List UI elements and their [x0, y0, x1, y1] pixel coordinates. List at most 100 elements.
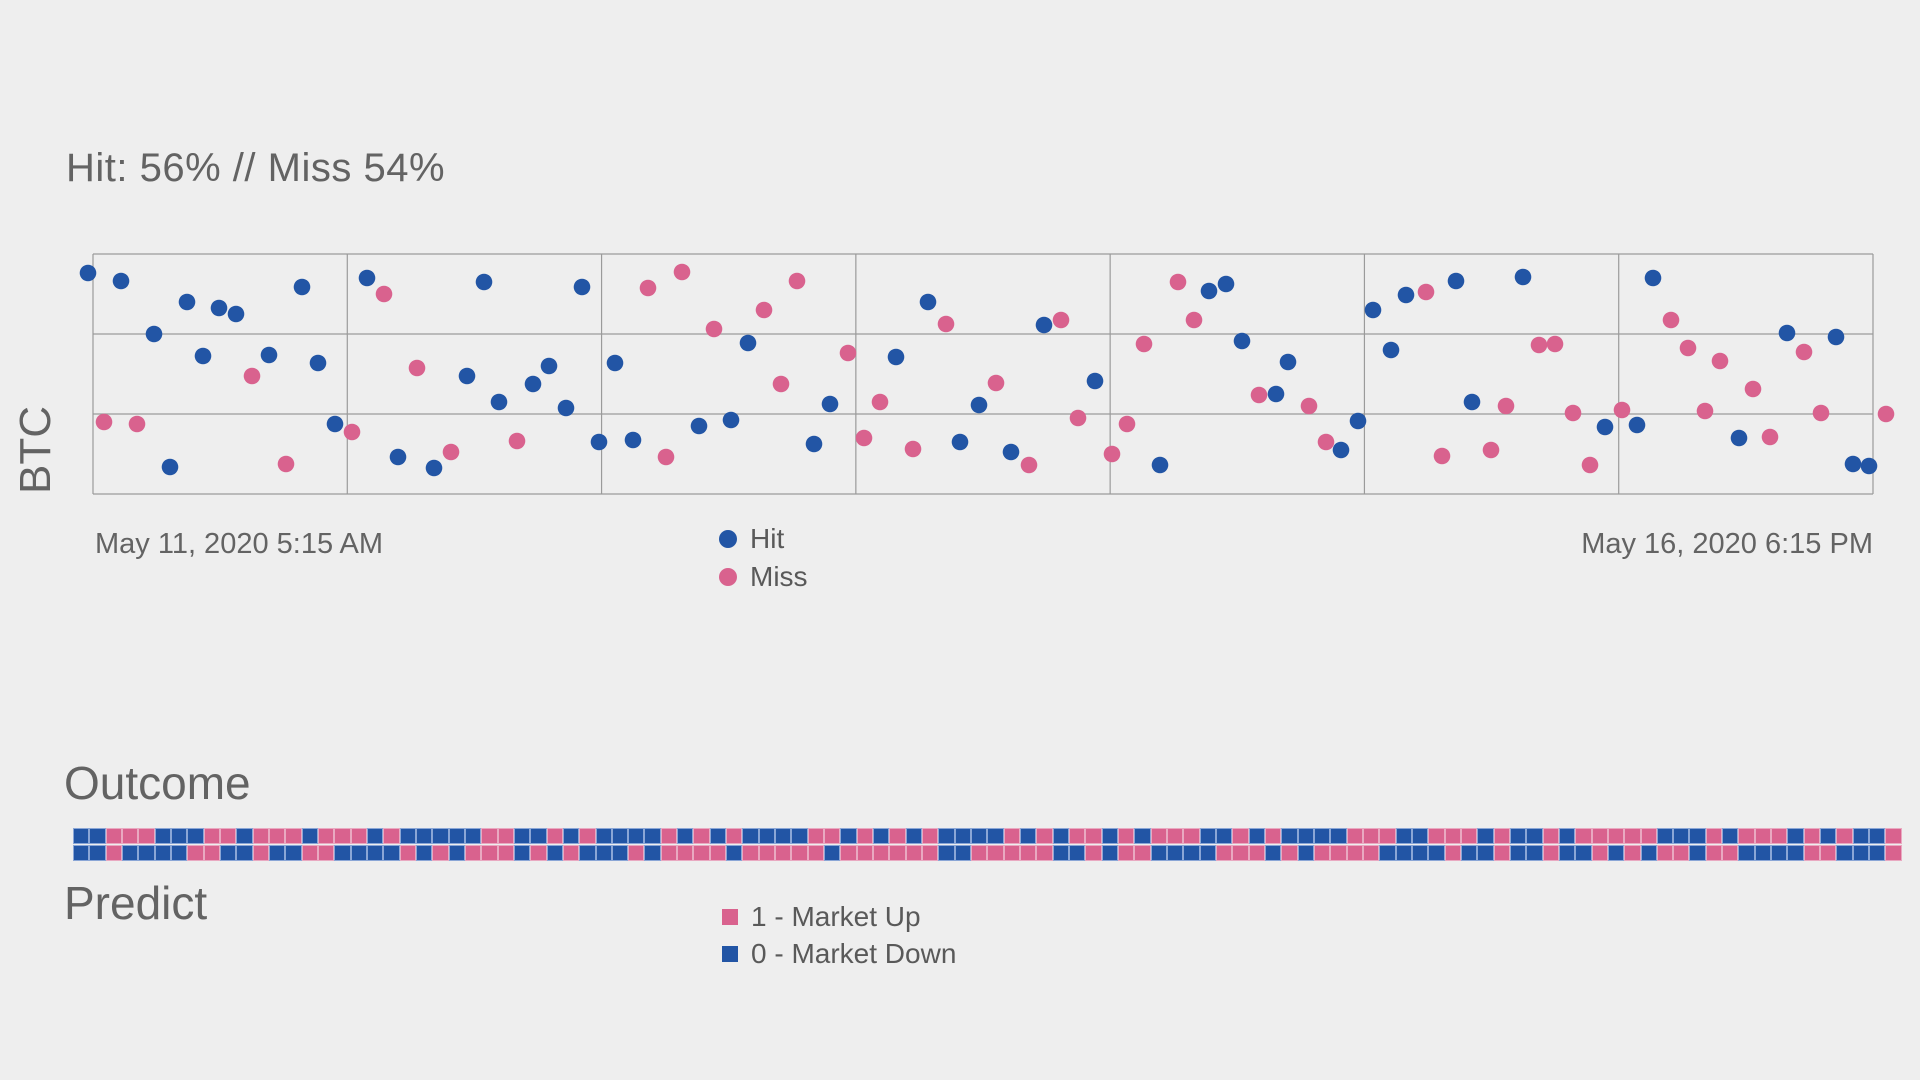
scatter-point-hit[interactable]: [722, 411, 740, 429]
strip-cell[interactable]: [154, 845, 171, 861]
scatter-point-hit[interactable]: [1217, 275, 1235, 293]
scatter-point-miss[interactable]: [1812, 404, 1830, 422]
strip-cell[interactable]: [1493, 828, 1510, 844]
strip-cell[interactable]: [1820, 845, 1837, 861]
scatter-point-hit[interactable]: [951, 433, 969, 451]
scatter-point-hit[interactable]: [326, 415, 344, 433]
strip-cell[interactable]: [1118, 845, 1135, 861]
scatter-point-miss[interactable]: [987, 374, 1005, 392]
strip-cell[interactable]: [170, 828, 188, 844]
strip-cell[interactable]: [1477, 828, 1494, 844]
strip-cell[interactable]: [922, 845, 939, 861]
scatter-point-hit[interactable]: [1364, 301, 1382, 319]
strip-cell[interactable]: [138, 828, 155, 844]
strip-cell[interactable]: [1803, 828, 1821, 844]
strip-cell[interactable]: [1885, 845, 1902, 861]
scatter-point-hit[interactable]: [178, 293, 196, 311]
scatter-point-miss[interactable]: [755, 301, 773, 319]
strip-cell[interactable]: [432, 828, 449, 844]
strip-cell[interactable]: [219, 828, 237, 844]
strip-cell[interactable]: [1069, 845, 1086, 861]
scatter-point-miss[interactable]: [1662, 311, 1680, 329]
strip-cell[interactable]: [1722, 845, 1739, 861]
strip-cell[interactable]: [73, 845, 90, 861]
strip-cell[interactable]: [1460, 828, 1478, 844]
strip-cell[interactable]: [693, 828, 710, 844]
scatter-point-miss[interactable]: [1696, 402, 1714, 420]
legend-item-hit[interactable]: Hit: [719, 520, 808, 558]
strip-cell[interactable]: [971, 845, 988, 861]
strip-cell[interactable]: [334, 828, 351, 844]
scatter-point-hit[interactable]: [1596, 418, 1614, 436]
strip-cell[interactable]: [1379, 828, 1396, 844]
strip-cell[interactable]: [1052, 845, 1070, 861]
strip-cell[interactable]: [1020, 845, 1037, 861]
scatter-point-miss[interactable]: [1744, 380, 1762, 398]
strip-cell[interactable]: [89, 828, 106, 844]
strip-cell[interactable]: [1754, 845, 1772, 861]
strip-cell[interactable]: [1036, 828, 1053, 844]
scatter-point-hit[interactable]: [1332, 441, 1350, 459]
strip-cell[interactable]: [873, 828, 890, 844]
scatter-point-hit[interactable]: [1200, 282, 1218, 300]
legend-item-market-down[interactable]: 0 - Market Down: [722, 935, 956, 972]
strip-cell[interactable]: [644, 845, 661, 861]
scatter-point-hit[interactable]: [1267, 385, 1285, 403]
strip-cell[interactable]: [1232, 845, 1249, 861]
strip-cell[interactable]: [1640, 828, 1657, 844]
strip-cell[interactable]: [1526, 845, 1543, 861]
strip-cell[interactable]: [1183, 828, 1200, 844]
strip-cell[interactable]: [1852, 828, 1870, 844]
strip-cell[interactable]: [1330, 828, 1347, 844]
scatter-point-hit[interactable]: [112, 272, 130, 290]
strip-cell[interactable]: [1509, 845, 1527, 861]
scatter-point-hit[interactable]: [805, 435, 823, 453]
strip-cell[interactable]: [709, 828, 727, 844]
scatter-point-hit[interactable]: [1002, 443, 1020, 461]
strip-cell[interactable]: [1575, 845, 1592, 861]
scatter-point-miss[interactable]: [1530, 336, 1548, 354]
strip-cell[interactable]: [383, 845, 400, 861]
strip-cell[interactable]: [758, 845, 776, 861]
strip-cell[interactable]: [1003, 828, 1021, 844]
scatter-point-miss[interactable]: [375, 285, 393, 303]
scatter-point-hit[interactable]: [475, 273, 493, 291]
strip-cell[interactable]: [1215, 828, 1233, 844]
scatter-point-hit[interactable]: [573, 278, 591, 296]
strip-cell[interactable]: [1869, 845, 1886, 861]
strip-cell[interactable]: [1150, 828, 1167, 844]
strip-cell[interactable]: [464, 828, 482, 844]
strip-cell[interactable]: [252, 845, 269, 861]
strip-cell[interactable]: [873, 845, 890, 861]
scatter-point-hit[interactable]: [389, 448, 407, 466]
scatter-point-hit[interactable]: [1860, 457, 1878, 475]
scatter-point-miss[interactable]: [1250, 386, 1268, 404]
scatter-point-miss[interactable]: [277, 455, 295, 473]
strip-cell[interactable]: [187, 845, 204, 861]
strip-cell[interactable]: [1264, 828, 1282, 844]
scatter-point-hit[interactable]: [194, 347, 212, 365]
strip-cell[interactable]: [1411, 828, 1429, 844]
strip-cell[interactable]: [1607, 845, 1625, 861]
strip-cell[interactable]: [889, 828, 906, 844]
strip-cell[interactable]: [628, 828, 645, 844]
strip-cell[interactable]: [1297, 828, 1314, 844]
strip-cell[interactable]: [301, 828, 318, 844]
strip-cell[interactable]: [1836, 828, 1853, 844]
strip-cell[interactable]: [1558, 828, 1576, 844]
strip-cell[interactable]: [856, 828, 874, 844]
scatter-point-miss[interactable]: [772, 375, 790, 393]
strip-cell[interactable]: [285, 828, 302, 844]
scatter-point-hit[interactable]: [540, 357, 558, 375]
strip-cell[interactable]: [513, 845, 531, 861]
strip-cell[interactable]: [1558, 845, 1576, 861]
strip-cell[interactable]: [1509, 828, 1527, 844]
strip-cell[interactable]: [236, 845, 253, 861]
legend-item-market-up[interactable]: 1 - Market Up: [722, 898, 956, 935]
strip-cell[interactable]: [1118, 828, 1135, 844]
strip-cell[interactable]: [1069, 828, 1086, 844]
scatter-point-miss[interactable]: [839, 344, 857, 362]
strip-cell[interactable]: [1362, 828, 1380, 844]
strip-cell[interactable]: [1379, 845, 1396, 861]
strip-cell[interactable]: [1020, 828, 1037, 844]
